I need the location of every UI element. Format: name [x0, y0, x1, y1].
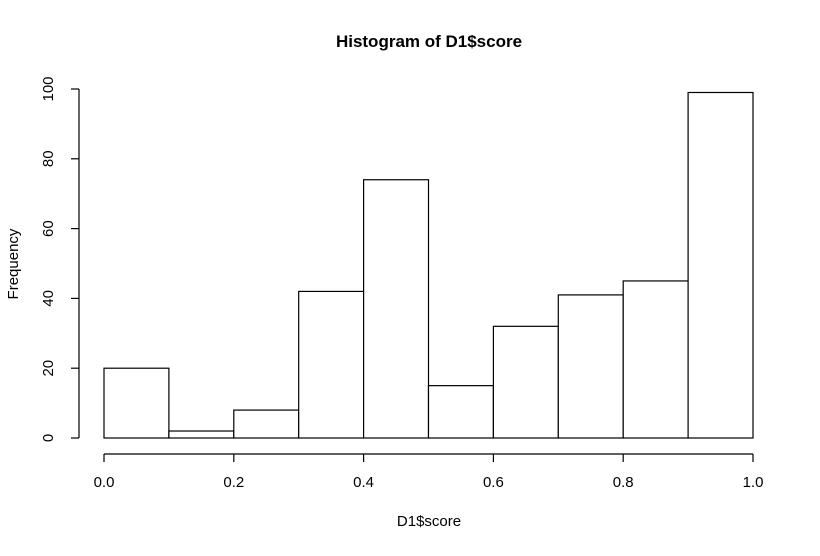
x-axis: 0.0 0.2 0.4 0.6 0.8 1.0 — [94, 453, 764, 491]
x-tick-label: 0.8 — [613, 474, 634, 491]
y-tick-label: 0 — [40, 434, 57, 442]
histogram-bar — [492, 325, 559, 439]
y-axis-label: Frequency — [5, 228, 22, 299]
chart-title: Histogram of D1$score — [336, 32, 522, 51]
x-tick-label: 0.4 — [353, 474, 374, 491]
x-axis-label: D1$score — [397, 513, 461, 530]
histogram-bar — [427, 385, 495, 439]
y-tick-label: 20 — [40, 360, 57, 377]
x-tick-label: 0.6 — [483, 474, 504, 491]
histogram-bar — [298, 290, 365, 439]
y-tick-label: 40 — [40, 290, 57, 307]
histogram-bar — [103, 367, 170, 439]
histogram-bar — [168, 430, 235, 439]
x-tick-label: 1.0 — [743, 474, 764, 491]
y-tick-label: 80 — [40, 150, 57, 167]
histogram-bar — [622, 280, 689, 439]
x-tick-label: 0.0 — [94, 474, 115, 491]
histogram-bar — [687, 91, 754, 439]
y-tick-label: 60 — [40, 220, 57, 237]
y-tick-label: 100 — [40, 76, 57, 101]
bars-group — [103, 91, 754, 439]
histogram-bar — [363, 179, 430, 439]
histogram-bar — [557, 294, 624, 439]
x-tick-label: 0.2 — [223, 474, 244, 491]
histogram-bar — [233, 409, 300, 439]
y-axis: 0 20 40 60 80 100 — [40, 76, 80, 442]
